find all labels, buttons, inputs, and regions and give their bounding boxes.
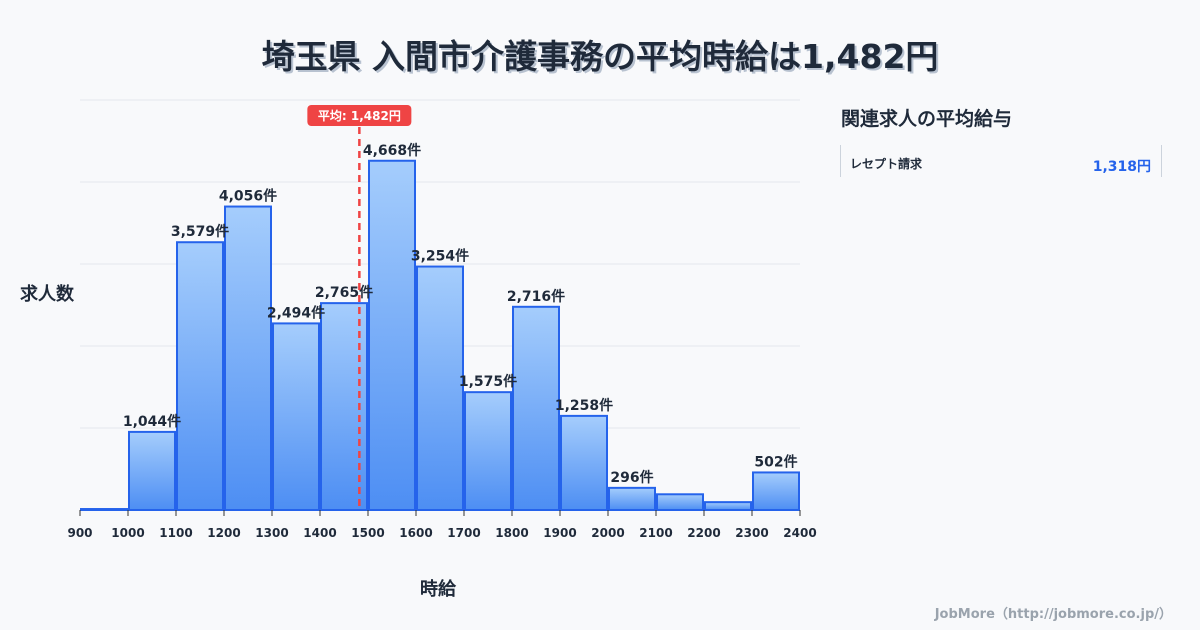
bar-value-label: 4,056件 xyxy=(219,188,277,205)
histogram-bar xyxy=(416,265,464,511)
page-title: 埼玉県 入間市介護事務の平均時給は1,482円 xyxy=(261,37,939,76)
histogram-bar xyxy=(368,159,416,511)
credit-text: JobMore（http://jobmore.co.jp/） xyxy=(934,607,1172,622)
bar-value-label: 1,258件 xyxy=(555,397,613,414)
x-axis-label: 時給 xyxy=(420,579,456,600)
bar-value-label: 4,668件 xyxy=(363,142,421,159)
x-tick-label: 2100 xyxy=(639,526,672,540)
histogram-bar xyxy=(464,391,512,512)
bar-value-label: 2,765件 xyxy=(315,284,373,301)
histogram-bar xyxy=(704,501,752,512)
bar-value-label: 2,494件 xyxy=(267,304,325,321)
histogram-bar xyxy=(176,241,224,512)
histogram-bar xyxy=(224,205,272,511)
bar-value-label: 1,575件 xyxy=(459,373,517,390)
x-tick-label: 1700 xyxy=(447,526,480,540)
x-tick-label: 2300 xyxy=(735,526,768,540)
bar-value-label: 1,044件 xyxy=(123,413,181,430)
x-tick-label: 1600 xyxy=(399,526,432,540)
x-tick-label: 1000 xyxy=(111,526,144,540)
related-job-item[interactable]: レセプト請求 1,318円 xyxy=(840,145,1162,177)
x-tick-label: 1900 xyxy=(543,526,576,540)
x-tick-label: 1100 xyxy=(159,526,192,540)
mean-badge xyxy=(307,105,412,126)
histogram-bar xyxy=(560,414,608,511)
x-tick-label: 1500 xyxy=(351,526,384,540)
x-tick-label: 1200 xyxy=(207,526,240,540)
x-tick-label: 2400 xyxy=(783,526,816,540)
bar-value-label: 3,254件 xyxy=(411,248,469,265)
histogram-bar xyxy=(656,493,704,512)
histogram-bar xyxy=(80,508,128,512)
bar-value-label: 2,716件 xyxy=(507,288,565,305)
related-salary-title: 関連求人の平均給与 xyxy=(841,108,1013,130)
mean-label: 平均: 1,482円 xyxy=(318,108,401,123)
bar-value-label: 296件 xyxy=(610,469,653,486)
bar-value-label: 3,579件 xyxy=(171,223,229,240)
histogram-bar xyxy=(752,471,800,512)
x-tick-label: 2200 xyxy=(687,526,720,540)
histogram-bar xyxy=(272,322,320,512)
related-job-label: レセプト請求 xyxy=(850,157,923,171)
x-tick-label: 900 xyxy=(67,526,92,540)
histogram-bar xyxy=(608,486,656,511)
bar-value-label: 502件 xyxy=(754,453,797,470)
y-axis-label: 求人数 xyxy=(20,284,74,305)
x-tick-label: 1400 xyxy=(303,526,336,540)
x-tick-label: 2000 xyxy=(591,526,624,540)
histogram-bar xyxy=(128,430,176,511)
x-tick-label: 1300 xyxy=(255,526,288,540)
x-tick-label: 1800 xyxy=(495,526,528,540)
related-job-salary: 1,318円 xyxy=(1092,159,1151,175)
histogram-bar xyxy=(512,305,560,511)
